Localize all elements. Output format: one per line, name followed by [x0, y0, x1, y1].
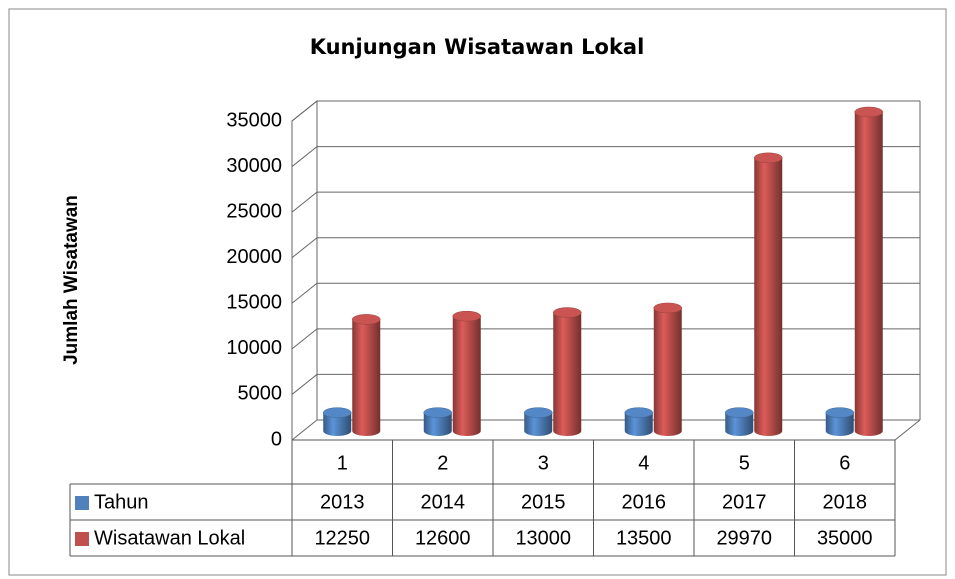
table-value: 12600	[415, 527, 471, 549]
y-axis-label: Jumlah Wisatawan	[61, 195, 82, 365]
table-value: 13500	[616, 527, 672, 549]
legend-key	[75, 496, 89, 510]
cylinder	[423, 412, 452, 437]
x-tick-label: 1	[337, 452, 348, 474]
cylinder	[754, 157, 783, 437]
table-value: 2013	[320, 491, 365, 513]
cylinder-top	[725, 407, 754, 418]
x-tick-label: 5	[739, 452, 750, 474]
table-value: 2014	[421, 491, 466, 513]
table-value: 29970	[716, 527, 772, 549]
legend-label: Tahun	[94, 491, 149, 513]
cylinder	[624, 412, 653, 437]
grid-line	[291, 100, 920, 122]
grid-line	[291, 146, 920, 167]
y-tick-label: 35000	[226, 109, 282, 131]
cylinder-top	[323, 407, 352, 418]
grid-line	[291, 419, 920, 441]
cylinder-top	[423, 407, 452, 418]
cylinder	[553, 312, 582, 437]
cylinder	[323, 412, 352, 437]
y-tick-label: 5000	[238, 383, 283, 405]
x-tick-label: 6	[839, 452, 850, 474]
y-tick-label: 0	[271, 428, 282, 450]
grid-line	[291, 328, 920, 350]
y-tick-label: 20000	[226, 246, 282, 268]
cylinder-top	[352, 314, 381, 325]
cylinder-top	[653, 302, 682, 314]
x-tick-label: 4	[638, 452, 649, 474]
chart-title: Kunjungan Wisatawan Lokal	[310, 35, 645, 59]
chart-frame	[8, 8, 947, 576]
x-tick-label: 2	[437, 452, 448, 474]
table-value: 13000	[515, 527, 571, 549]
cylinder-top	[854, 106, 883, 118]
table-value: 2018	[823, 491, 868, 513]
cylinder	[653, 307, 682, 437]
cylinder	[352, 319, 381, 437]
table-value: 35000	[817, 527, 873, 549]
table-value: 12250	[314, 527, 370, 549]
cylinder-top	[452, 310, 481, 322]
x-tick-label: 3	[538, 452, 549, 474]
y-tick-label: 30000	[226, 155, 282, 177]
cylinder-top	[524, 407, 553, 418]
grid-line	[291, 237, 920, 259]
cylinder	[452, 316, 481, 437]
grid-line	[291, 191, 920, 213]
table-value: 2017	[722, 491, 767, 513]
legend-label: Wisatawan Lokal	[94, 527, 245, 549]
cylinder	[725, 412, 754, 437]
cylinder-top	[624, 407, 653, 418]
table-value: 2016	[622, 491, 667, 513]
y-tick-label: 10000	[226, 337, 282, 359]
grid-line	[291, 373, 920, 395]
grid-line	[291, 282, 920, 304]
cylinder-top	[825, 407, 854, 418]
y-tick-label: 15000	[226, 292, 282, 314]
y-tick-label: 25000	[226, 200, 282, 222]
cylinder-top	[754, 152, 783, 164]
legend-key	[75, 532, 89, 546]
cylinder	[825, 412, 854, 437]
cylinder	[524, 412, 553, 437]
table-value: 2015	[521, 491, 566, 513]
cylinder	[854, 112, 883, 437]
cylinder-top	[553, 307, 582, 318]
